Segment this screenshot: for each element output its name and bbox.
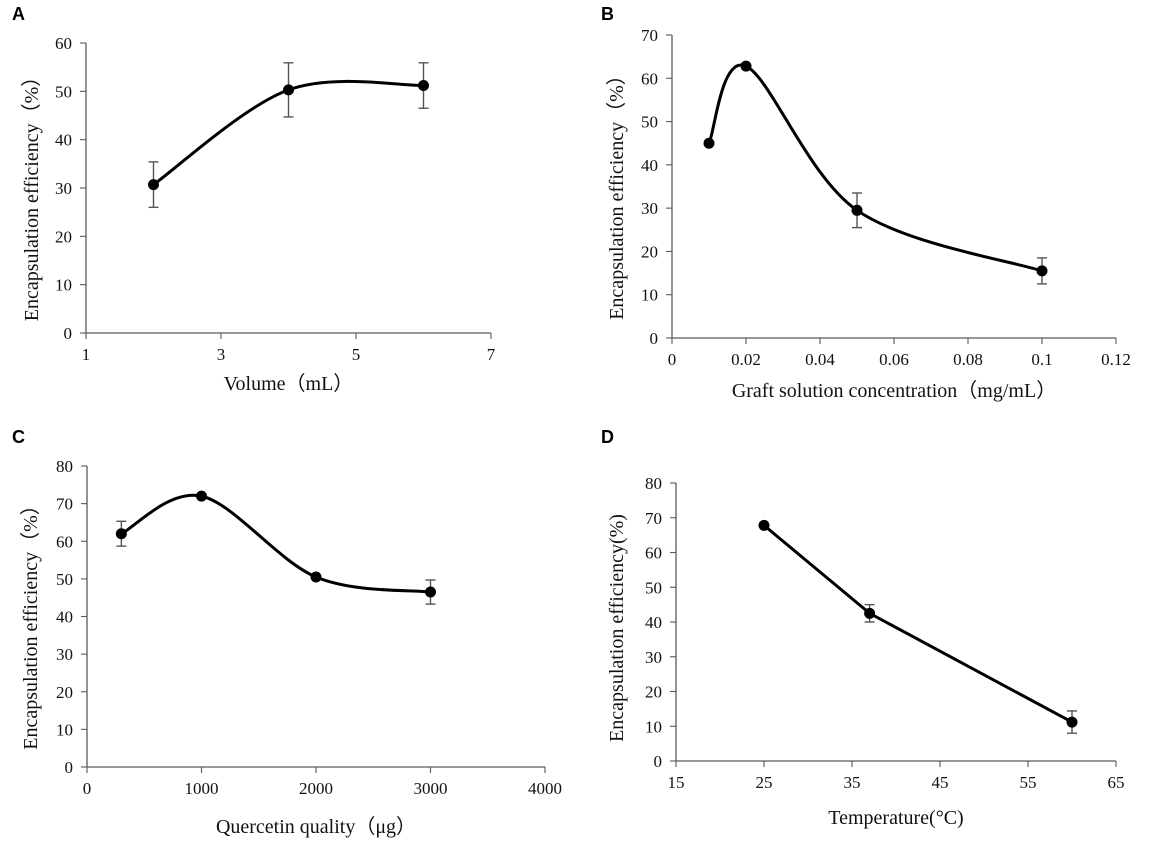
x-tick-label: 45 (932, 773, 949, 792)
x-tick-label: 5 (352, 345, 361, 364)
y-axis-label: Encapsulation efficiency（%） (19, 495, 42, 750)
data-point (864, 607, 876, 619)
y-tick-label: 40 (55, 131, 72, 150)
y-tick-label: 40 (645, 613, 662, 632)
x-tick-label: 15 (668, 773, 685, 792)
data-point (196, 490, 207, 502)
x-tick-label: 3 (217, 345, 226, 364)
data-point (418, 80, 429, 92)
x-tick-label: 0 (83, 779, 92, 798)
y-tick-label: 30 (641, 199, 658, 218)
y-tick-label: 20 (56, 683, 73, 702)
y-tick-label: 50 (645, 578, 662, 597)
series-line (120, 493, 431, 594)
y-tick-label: 10 (55, 276, 72, 295)
y-tick-label: 0 (64, 324, 73, 343)
x-tick-label: 2000 (299, 779, 333, 798)
data-point (758, 519, 770, 531)
y-tick-label: 60 (645, 544, 662, 563)
x-tick-label: 65 (1108, 773, 1125, 792)
x-tick-label: 4000 (528, 779, 562, 798)
data-point (1036, 265, 1048, 277)
y-tick-label: 0 (650, 329, 659, 348)
x-tick-label: 7 (487, 345, 496, 364)
y-axis-label: Encapsulation efficiency（%） (20, 67, 43, 322)
x-axis-label: Graft solution concentration（mg/mL） (732, 379, 1056, 402)
y-tick-label: 80 (645, 474, 662, 493)
data-point (283, 84, 294, 96)
series-line (763, 524, 1073, 724)
x-tick-label: 0.12 (1101, 350, 1131, 369)
y-tick-label: 0 (65, 758, 74, 777)
y-tick-label: 70 (645, 509, 662, 528)
chart-panel-a: A 0 10 20 30 40 50 60 1 3 5 7 Volume（mL） Encapsulatio… (12, 4, 496, 395)
x-tick-label: 0.08 (953, 350, 983, 369)
data-point (310, 571, 322, 583)
chart-panel-d: D 0 10 20 30 40 50 60 70 80 15 25 35 45 55 65 Temperatur… (601, 427, 1125, 829)
data-point (115, 528, 127, 540)
x-tick-label: 0 (668, 350, 677, 369)
y-tick-label: 20 (641, 242, 658, 261)
y-tick-label: 10 (56, 720, 73, 739)
y-axis-label: Encapsulation efficiency（%） (605, 65, 628, 320)
y-tick-label: 20 (55, 227, 72, 246)
y-tick-label: 80 (56, 457, 73, 476)
data-point (148, 179, 159, 191)
y-axis-label: Encapsulation efficiency(%) (606, 514, 628, 742)
x-tick-label: 0.02 (731, 350, 761, 369)
data-point (1066, 716, 1078, 728)
data-point (703, 137, 715, 149)
x-tick-label: 0.1 (1031, 350, 1052, 369)
y-tick-label: 60 (56, 532, 73, 551)
data-point (425, 586, 436, 598)
x-tick-label: 55 (1020, 773, 1037, 792)
y-tick-label: 30 (56, 645, 73, 664)
panel-letter: C (12, 427, 25, 447)
chart-panel-b: B 0 10 20 30 40 50 60 70 0 0.02 0.04 0.06 0.08 0.1 0.12… (601, 4, 1131, 402)
y-tick-label: 60 (641, 69, 658, 88)
x-axis-label: Quercetin quality（μg） (216, 815, 416, 838)
y-tick-label: 50 (56, 570, 73, 589)
panel-letter: B (601, 4, 614, 24)
x-tick-label: 0.06 (879, 350, 909, 369)
y-tick-label: 70 (56, 495, 73, 514)
y-tick-label: 40 (641, 156, 658, 175)
x-tick-label: 35 (844, 773, 861, 792)
x-axis-label: Volume（mL） (224, 372, 354, 395)
data-point (851, 204, 863, 216)
series-line (707, 63, 1043, 273)
y-tick-label: 20 (645, 683, 662, 702)
panel-letter: A (12, 4, 25, 24)
chart-panel-c: C 0 10 20 30 40 50 60 70 80 0 1000 2000 3000 4000 Querc… (12, 427, 562, 838)
x-tick-label: 25 (756, 773, 773, 792)
y-tick-label: 40 (56, 608, 73, 627)
data-point (740, 60, 752, 72)
x-tick-label: 1 (82, 345, 91, 364)
x-tick-label: 1000 (185, 779, 219, 798)
x-tick-label: 0.04 (805, 350, 835, 369)
x-axis-label: Temperature(°C) (828, 807, 963, 829)
y-tick-label: 10 (641, 286, 658, 305)
y-tick-label: 30 (645, 648, 662, 667)
y-tick-label: 60 (55, 34, 72, 53)
y-tick-label: 50 (641, 113, 658, 132)
y-tick-label: 30 (55, 179, 72, 198)
panel-letter: D (601, 427, 614, 447)
y-tick-label: 50 (55, 82, 72, 101)
y-tick-label: 10 (645, 717, 662, 736)
y-tick-label: 70 (641, 26, 658, 45)
x-tick-label: 3000 (414, 779, 448, 798)
y-tick-label: 0 (654, 752, 663, 771)
